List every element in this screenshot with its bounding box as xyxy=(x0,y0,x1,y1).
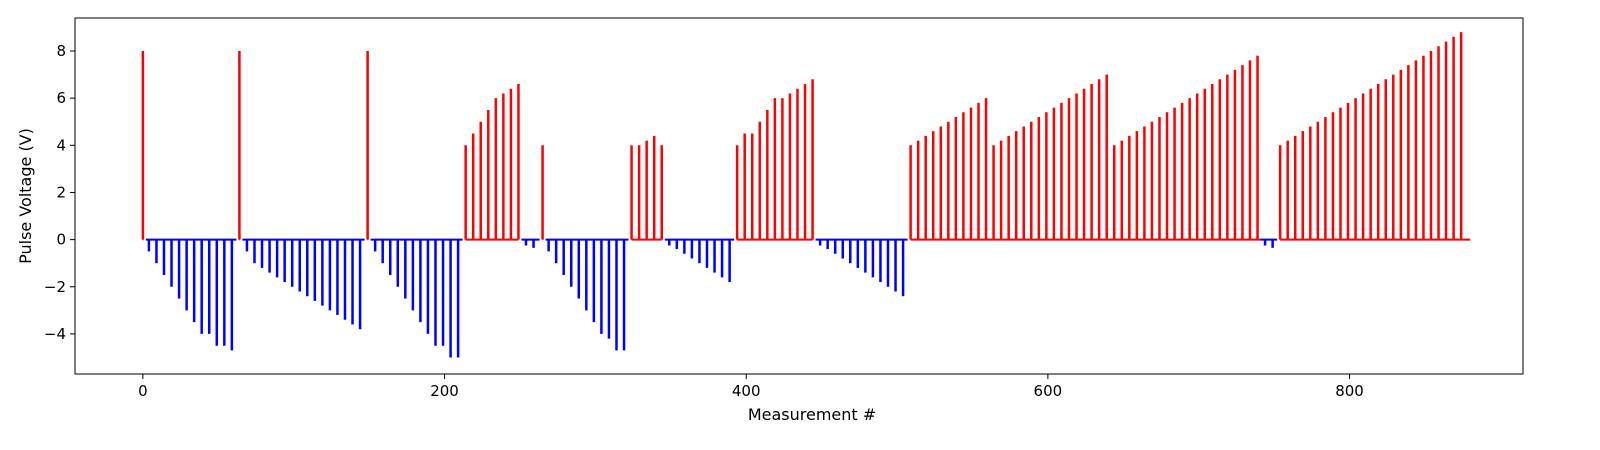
y-tick-label: −2 xyxy=(44,278,66,296)
x-axis-label: Measurement # xyxy=(748,405,876,424)
y-tick-label: 4 xyxy=(56,136,66,154)
x-axis-ticks: 0 200 400 600 800 xyxy=(138,374,1364,400)
y-axis-ticks: −4 −2 0 2 4 6 8 xyxy=(44,42,75,343)
plot-area-frame xyxy=(74,17,1524,375)
y-tick-label: −4 xyxy=(44,325,66,343)
x-tick-label: 600 xyxy=(1034,382,1063,400)
stem-marks xyxy=(141,32,1463,358)
y-tick-label: 2 xyxy=(56,183,66,201)
y-axis-label: Pulse Voltage (V) xyxy=(16,128,35,264)
x-tick-label: 0 xyxy=(138,382,148,400)
x-tick-label: 400 xyxy=(732,382,761,400)
x-tick-label: 200 xyxy=(430,382,459,400)
y-tick-label: 8 xyxy=(56,42,66,60)
y-tick-label: 0 xyxy=(56,231,66,249)
y-tick-label: 6 xyxy=(56,89,66,107)
x-tick-label: 800 xyxy=(1335,382,1364,400)
